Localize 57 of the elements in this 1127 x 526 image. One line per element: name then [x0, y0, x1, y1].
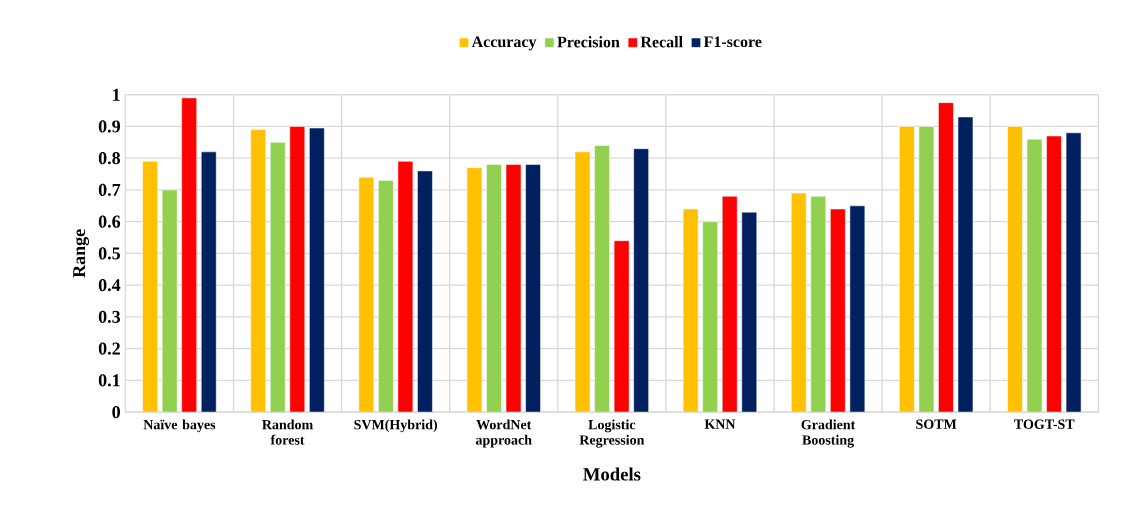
legend-label: Accuracy: [471, 36, 537, 51]
bar: [1007, 126, 1023, 413]
legend-label: Recall: [640, 36, 683, 48]
bar: [594, 145, 610, 413]
bar: [957, 116, 974, 413]
y-tick-label: 0.3: [98, 310, 121, 323]
bar: [142, 161, 158, 413]
y-tick-label: 1: [113, 88, 120, 101]
bar: [378, 180, 394, 413]
y-tick-label: 0: [112, 405, 120, 419]
bar: [790, 192, 807, 413]
y-tick-label: 0.7: [98, 183, 121, 196]
y-tick-label: 0.2: [98, 342, 120, 355]
bar: [741, 211, 758, 413]
x-tick-label: Random forest: [262, 419, 313, 445]
x-tick-label: TOGT-ST: [1014, 419, 1075, 429]
x-tick-label: SOTM: [916, 419, 957, 429]
legend-label: Precision: [557, 36, 620, 48]
y-tick-label: 0.9: [98, 120, 121, 133]
bar: [633, 148, 649, 413]
bar: [830, 208, 846, 413]
bar: [938, 102, 954, 413]
bar: [250, 129, 266, 413]
y-tick-label: 0.5: [98, 247, 121, 260]
bar: [1046, 135, 1062, 413]
y-tick-label: 0.8: [98, 151, 121, 165]
bar: [181, 97, 197, 413]
bar: [682, 208, 699, 413]
bar: [161, 189, 178, 413]
legend-label: F1-score: [703, 36, 762, 48]
bar: [899, 126, 915, 413]
y-tick-label: 0.1: [98, 374, 120, 387]
bar: [574, 151, 591, 413]
bar: [810, 195, 827, 413]
x-tick-label: Naïve bayes: [143, 419, 216, 433]
bar: [358, 176, 375, 413]
bar: [466, 167, 483, 413]
bar: [1065, 132, 1082, 413]
bar: [417, 170, 433, 413]
x-tick-label: KNN: [704, 419, 736, 429]
bar: [702, 221, 718, 413]
bar: [289, 126, 306, 413]
y-axis-title: Range: [73, 229, 89, 278]
bar: [269, 141, 286, 413]
x-tick-label: WordNet approach: [475, 419, 532, 448]
bar: [486, 164, 502, 413]
bar: [309, 127, 325, 413]
x-tick-label: Gradient Boosting: [801, 419, 856, 448]
bar: [721, 195, 738, 413]
y-tick-label: 0.6: [98, 215, 121, 228]
x-tick-label: Logistic Regression: [579, 419, 645, 448]
bar: [525, 164, 541, 413]
bar: [200, 151, 217, 413]
y-tick-label: 0.4: [98, 278, 121, 292]
x-axis-title: Models: [583, 467, 641, 481]
x-tick-label: SVM(Hybrid): [354, 419, 438, 433]
bar: [849, 205, 866, 413]
